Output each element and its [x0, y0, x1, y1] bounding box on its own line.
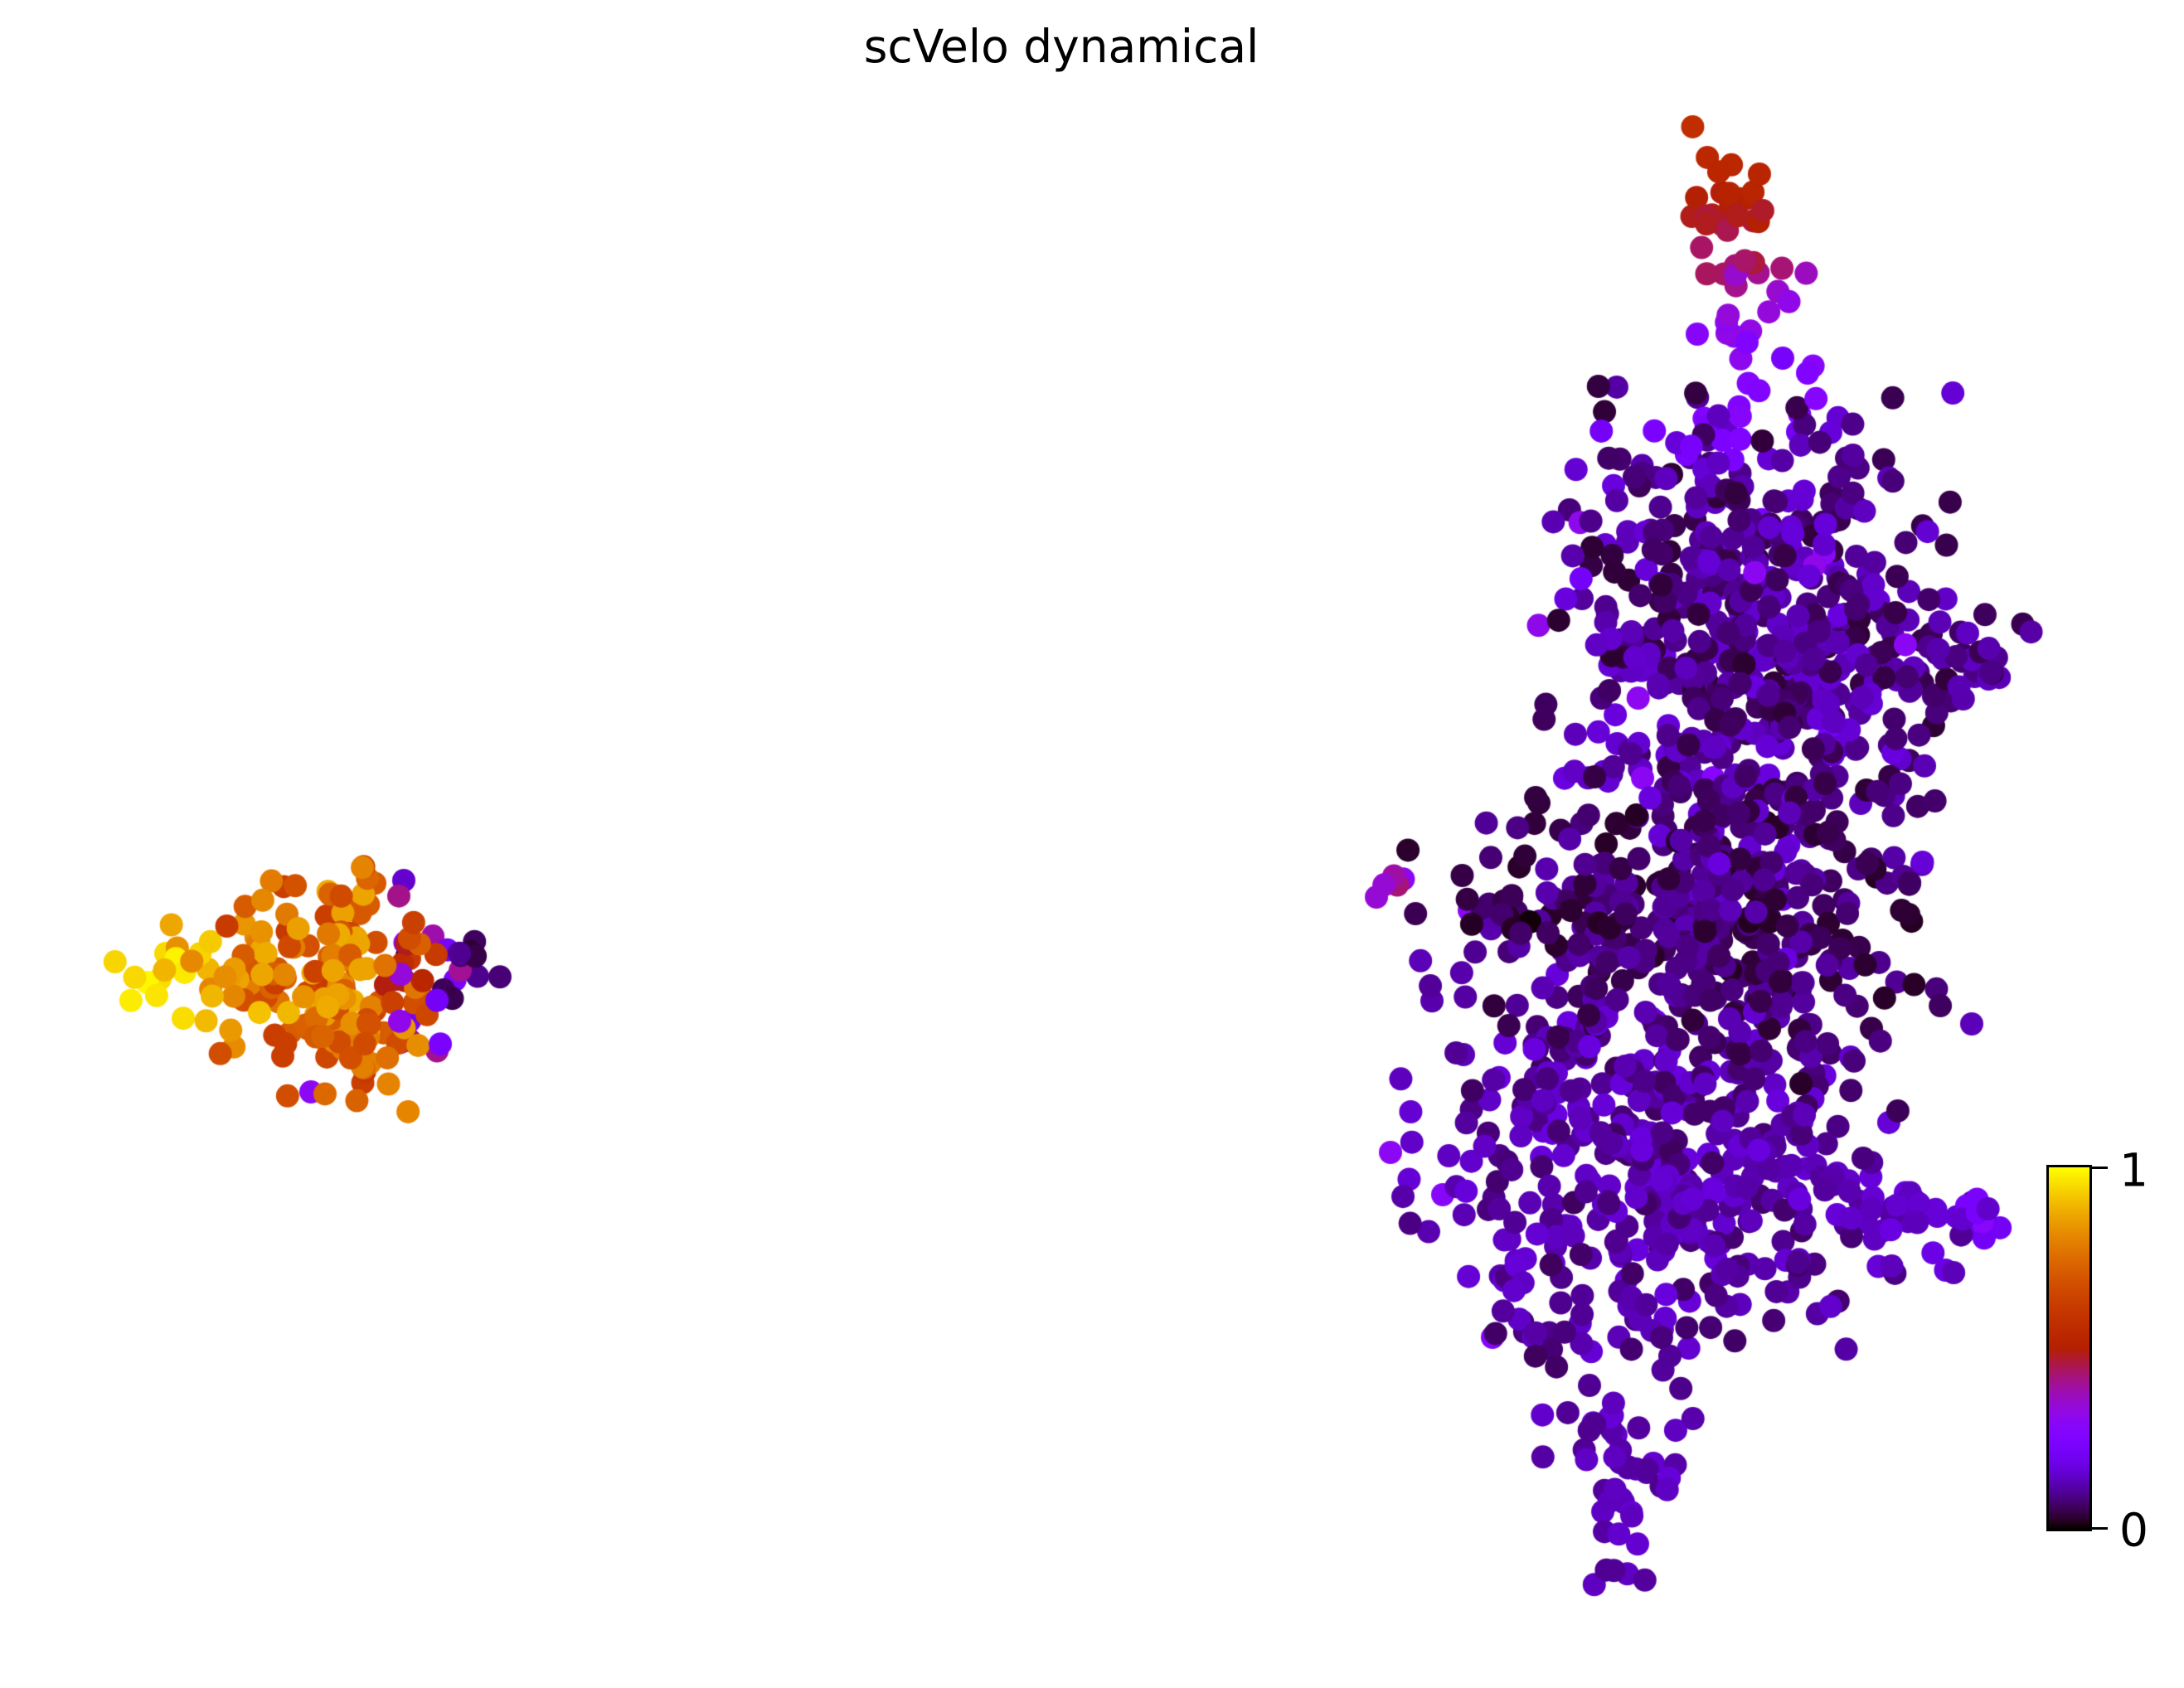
colorbar-tick-max	[2092, 1167, 2108, 1169]
colorbar-tick-min	[2092, 1527, 2108, 1530]
colorbar	[2046, 1165, 2092, 1531]
colorbar-max-label: 1	[2119, 1143, 2148, 1197]
colorbar-gradient	[2049, 1167, 2089, 1529]
colorbar-min-label: 0	[2119, 1503, 2148, 1557]
